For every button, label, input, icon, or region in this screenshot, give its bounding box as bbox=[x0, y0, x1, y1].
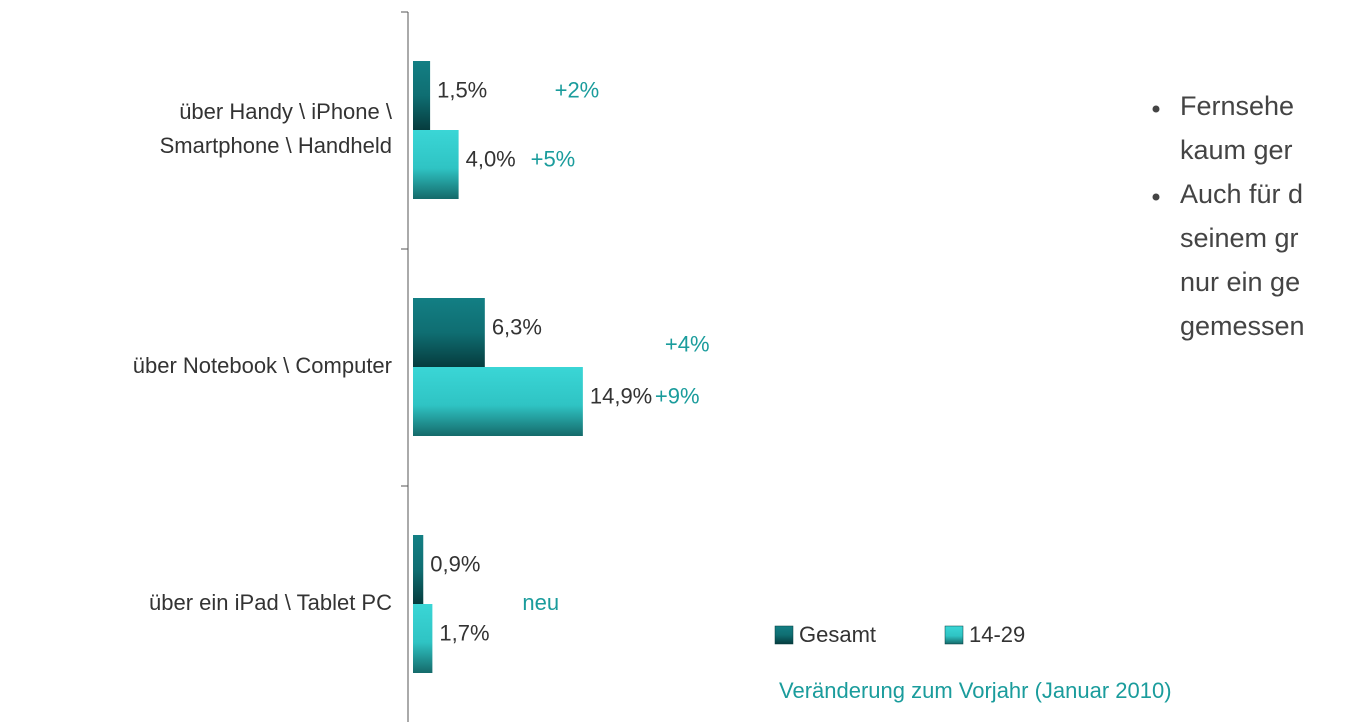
y-tick-label: über ein iPad \ Tablet PC bbox=[149, 590, 392, 615]
bar bbox=[413, 604, 433, 673]
change-label: +5% bbox=[531, 146, 576, 171]
legend-swatch bbox=[944, 625, 964, 645]
value-label: 0,9% bbox=[430, 551, 480, 576]
bar bbox=[413, 130, 459, 199]
value-label: 6,3% bbox=[492, 314, 542, 339]
bullet-text: nur ein ge bbox=[1180, 267, 1300, 297]
bar bbox=[413, 535, 424, 604]
bar bbox=[413, 61, 431, 130]
value-label: 1,7% bbox=[439, 620, 489, 645]
bullet-text: seinem gr bbox=[1180, 223, 1299, 253]
bar bbox=[413, 367, 583, 436]
bullet-text: Auch für d bbox=[1180, 179, 1303, 209]
legend-label: Gesamt bbox=[799, 622, 876, 647]
y-tick-label: über Notebook \ Computer bbox=[133, 353, 392, 378]
bullet-text: Fernsehe bbox=[1180, 91, 1294, 121]
footnote: Veränderung zum Vorjahr (Januar 2010) bbox=[779, 678, 1172, 703]
change-label: +9% bbox=[655, 383, 700, 408]
legend-label: 14-29 bbox=[969, 622, 1025, 647]
value-label: 4,0% bbox=[466, 146, 516, 171]
change-label: +4% bbox=[665, 331, 710, 356]
bullet-text: gemessen bbox=[1180, 311, 1305, 341]
annotation: neu bbox=[522, 590, 559, 615]
bar bbox=[413, 298, 485, 367]
bullet-text: kaum ger bbox=[1180, 135, 1293, 165]
bullet bbox=[1152, 193, 1160, 201]
legend-swatch bbox=[774, 625, 794, 645]
change-label: +2% bbox=[555, 77, 600, 102]
bullet bbox=[1152, 105, 1160, 113]
y-tick-label: über Handy \ iPhone \ Smartphone \ Handhe… bbox=[160, 99, 393, 158]
value-label: 1,5% bbox=[437, 77, 487, 102]
value-label: 14,9% bbox=[590, 383, 652, 408]
